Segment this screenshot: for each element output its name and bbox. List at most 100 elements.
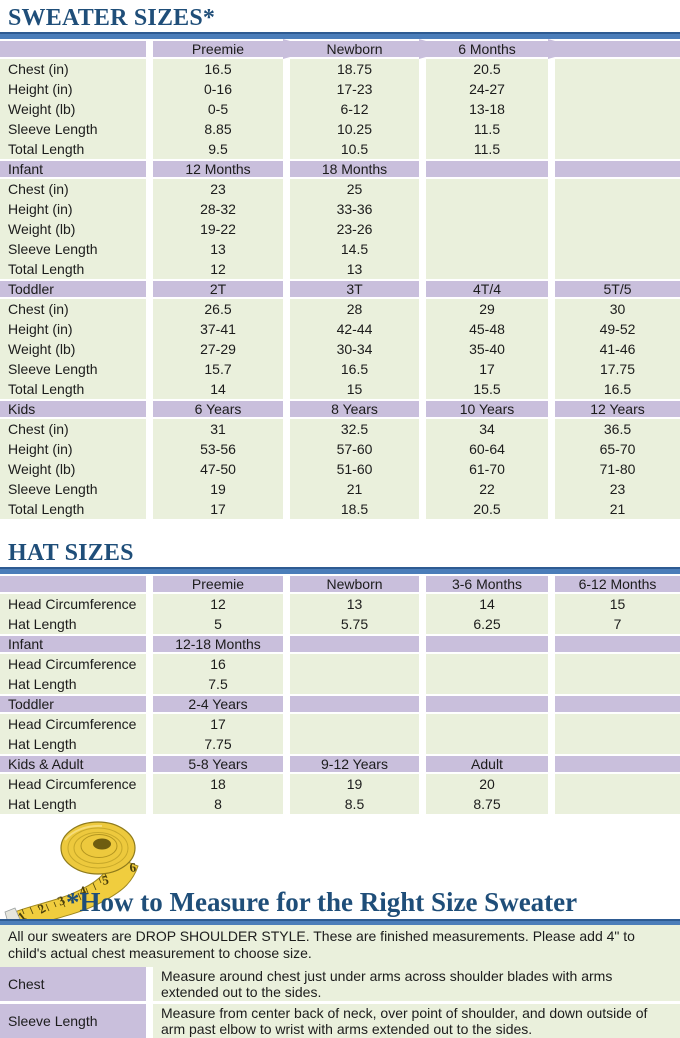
value-cell: 7.5 [146,674,283,694]
hat-sizes-title: HAT SIZES [8,540,134,566]
value-cell: 8.5 [283,794,419,814]
value-cell: 15 [283,379,419,399]
value-cell [419,634,548,654]
value-cell: 19-22 [146,219,283,239]
value-cell: 6-12 [283,99,419,119]
value-cell: 0-16 [146,79,283,99]
value-cell: 60-64 [419,439,548,459]
value-cell [419,734,548,754]
value-cell: 12 Months [146,159,283,179]
value-cell [419,239,548,259]
value-cell: 25 [283,179,419,199]
value-cell: 24-27 [419,79,548,99]
table-row: Weight (lb) 19-22 23-26 [0,219,680,239]
divider-rule [0,32,680,39]
section-row: Toddler 2-4 Years [0,694,680,714]
value-cell [548,259,680,279]
row-label-cell: Sleeve Length [0,239,146,259]
measure-description: Measure from center back of neck, over p… [146,1001,680,1038]
value-cell [548,159,680,179]
table-row: Total Length 17 18.5 20.5 21 [0,499,680,519]
value-cell: 21 [283,479,419,499]
value-cell: 20.5 [419,499,548,519]
value-cell [283,694,419,714]
value-cell: 12-18 Months [146,634,283,654]
value-cell: 11.5 [419,119,548,139]
value-cell: 2-4 Years [146,694,283,714]
tape-number: 5 [101,872,111,888]
row-label-cell: Toddler [0,694,146,714]
value-cell [419,179,548,199]
value-cell [548,139,680,159]
value-cell [548,794,680,814]
value-cell: 3-6 Months [419,574,548,594]
row-label-cell: Total Length [0,499,146,519]
value-cell: Adult [419,754,548,774]
value-cell: 33-36 [283,199,419,219]
row-label-cell: Infant [0,159,146,179]
tape-number: 6 [129,859,138,875]
row-label-cell: Hat Length [0,674,146,694]
value-cell: 27-29 [146,339,283,359]
value-cell: 14.5 [283,239,419,259]
value-cell: 36.5 [548,419,680,439]
table-row: Height (in) 37-41 42-44 45-48 49-52 [0,319,680,339]
table-row: Total Length 9.5 10.5 11.5 [0,139,680,159]
value-cell: Newborn [283,574,419,594]
value-cell: 11.5 [419,139,548,159]
value-cell: 37-41 [146,319,283,339]
value-cell: 51-60 [283,459,419,479]
value-cell: 23-26 [283,219,419,239]
value-cell: 34 [419,419,548,439]
value-cell: 18.75 [283,59,419,79]
value-cell [548,239,680,259]
header-row: Preemie Newborn 6 Months [0,39,680,59]
value-cell: 57-60 [283,439,419,459]
value-cell: 16.5 [146,59,283,79]
value-cell: 14 [419,594,548,614]
value-cell: Newborn [283,39,419,59]
value-cell [548,634,680,654]
value-cell: 4T/4 [419,279,548,299]
section-row: Kids & Adult 5-8 Years 9-12 Years Adult [0,754,680,774]
measure-label: Sleeve Length [0,1001,146,1038]
value-cell [419,259,548,279]
value-cell: 23 [146,179,283,199]
table-row: Chest (in) 16.5 18.75 20.5 [0,59,680,79]
value-cell: 17 [419,359,548,379]
table-row: Chest Measure around chest just under ar… [0,967,680,1001]
value-cell: 65-70 [548,439,680,459]
measure-intro-text: All our sweaters are DROP SHOULDER STYLE… [0,925,680,967]
value-cell: 17.75 [548,359,680,379]
value-cell: 5 [146,614,283,634]
value-cell [419,219,548,239]
row-label-cell: Hat Length [0,614,146,634]
value-cell: 12 [146,259,283,279]
row-label-cell: Total Length [0,379,146,399]
value-cell: 18.5 [283,499,419,519]
row-label-cell: Chest (in) [0,59,146,79]
table-row: Chest (in) 26.5 28 29 30 [0,299,680,319]
value-cell: 71-80 [548,459,680,479]
value-cell: 18 [146,774,283,794]
value-cell: 5.75 [283,614,419,634]
table-row: Hat Length 7.75 [0,734,680,754]
value-cell [283,634,419,654]
value-cell: 47-50 [146,459,283,479]
value-cell: 42-44 [283,319,419,339]
value-cell [548,39,680,59]
value-cell: 15 [548,594,680,614]
value-cell: 23 [548,479,680,499]
value-cell: 8.85 [146,119,283,139]
table-row: Sleeve Length 19 21 22 23 [0,479,680,499]
value-cell: Preemie [146,39,283,59]
value-cell: 6 Years [146,399,283,419]
value-cell: 30-34 [283,339,419,359]
row-label-cell: Sleeve Length [0,119,146,139]
row-label-cell: Chest (in) [0,299,146,319]
value-cell: 8 [146,794,283,814]
value-cell: 13-18 [419,99,548,119]
table-row: Chest (in) 31 32.5 34 36.5 [0,419,680,439]
table-row: Height (in) 53-56 57-60 60-64 65-70 [0,439,680,459]
